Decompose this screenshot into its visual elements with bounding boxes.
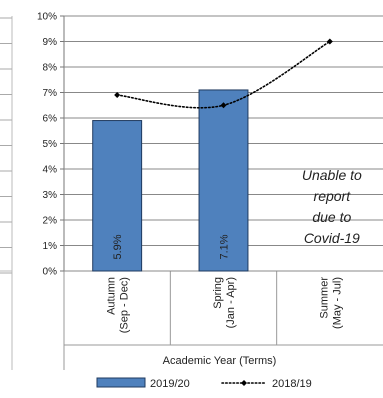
category-label: Summer(May - Jul) [318, 277, 343, 329]
bar-data-label: 5.9% [112, 234, 124, 259]
bar [198, 89, 249, 272]
y-tick-label: 7% [43, 88, 58, 99]
y-tick-label: 6% [43, 114, 58, 125]
legend-swatch-bar [96, 377, 146, 388]
y-tick-label: 0% [43, 267, 58, 278]
x-axis-categories: Autumn(Sep - Dec) Spring(Jan - Apr) Summer… [106, 277, 344, 334]
line-point [220, 102, 227, 109]
legend-label: 2019/20 [150, 378, 190, 390]
legend-label: 2018/19 [272, 378, 312, 390]
y-tick-label: 4% [43, 165, 58, 176]
line-point [114, 92, 121, 99]
y-tick-label: 1% [43, 241, 58, 252]
y-tick-label: 3% [43, 190, 58, 201]
y-tick-label: 10% [37, 12, 57, 23]
y-axis-ticks: 0% 1% 2% 3% 4% 5% 6% 7% 8% 9% 10% [37, 12, 64, 278]
category-label: Autumn(Sep - Dec) [106, 277, 131, 333]
bar [92, 120, 143, 272]
y-tick-label: 2% [43, 216, 58, 227]
x-axis-title: Academic Year (Terms) [163, 355, 277, 367]
category-label: Spring(Jan - Apr) [212, 277, 237, 328]
line-series [114, 38, 333, 109]
line-point [326, 38, 333, 45]
legend-swatch-marker [241, 380, 247, 386]
legend: 2019/20 2018/19 [96, 377, 312, 390]
y-tick-label: 8% [43, 63, 58, 74]
bar-data-label: 7.1% [219, 234, 231, 259]
covid-note: Unable to report due to Covid-19 [302, 167, 362, 246]
y-tick-label: 5% [43, 139, 58, 150]
bars: 5.9% 7.1% [92, 89, 249, 272]
y-tick-label: 9% [43, 37, 58, 48]
